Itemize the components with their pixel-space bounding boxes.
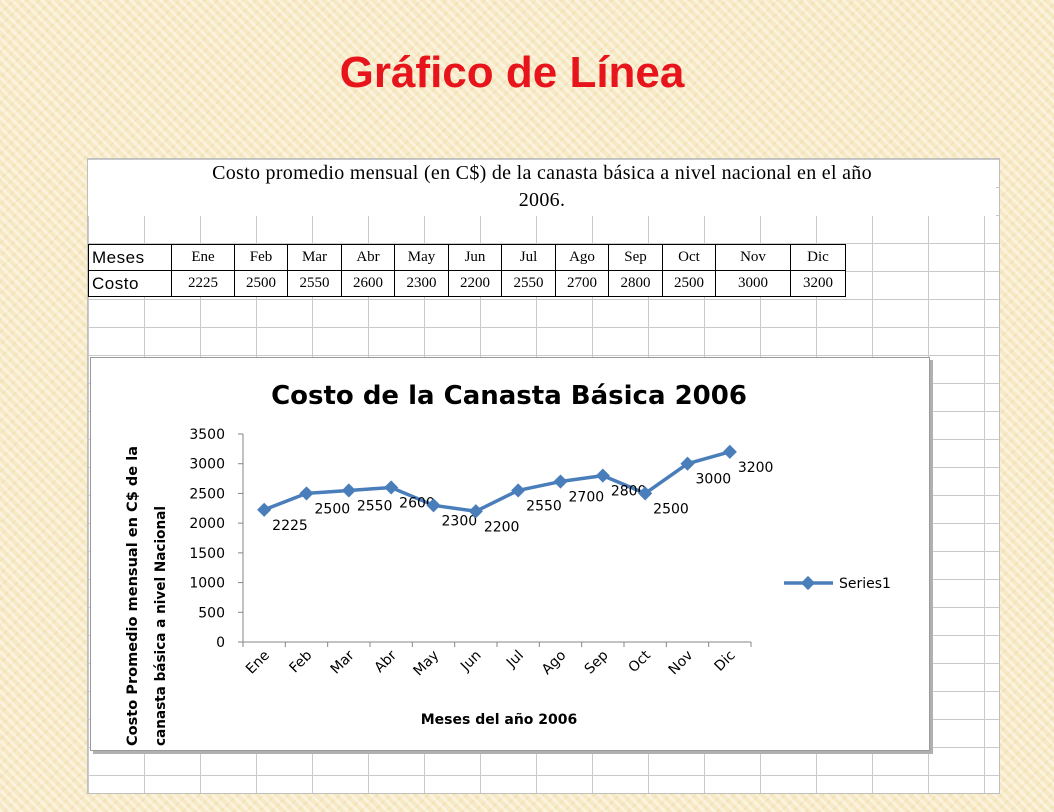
cost-cell: 3000 (715, 270, 791, 297)
x-tick-label: Feb (286, 647, 315, 676)
data-point (722, 444, 737, 459)
data-table: Meses Ene Feb Mar Abr May Jun Jul Ago Se… (88, 244, 846, 297)
cost-cell: 2800 (608, 270, 663, 297)
x-tick-label: Mar (328, 647, 358, 677)
month-cell: Ene (171, 244, 235, 271)
data-point (638, 486, 653, 501)
y-tick-label: 0 (216, 635, 225, 651)
x-tick-label: Oct (626, 647, 655, 676)
month-cell: Nov (715, 244, 791, 271)
cost-cell: 2300 (394, 270, 449, 297)
legend: Series1 (784, 575, 891, 592)
data-point (595, 468, 610, 483)
cost-cell: 2700 (555, 270, 609, 297)
data-label: 2225 (272, 518, 308, 534)
data-label: 2300 (442, 513, 478, 529)
x-tick-label: Jul (503, 648, 527, 672)
table-caption-line2: 2006. (518, 189, 566, 211)
y-tick-label: 3500 (189, 427, 225, 443)
y-tick-label: 2000 (189, 516, 225, 532)
y-tick-label: 500 (198, 605, 225, 621)
x-tick-label: Ene (243, 648, 273, 678)
month-cell: Abr (341, 244, 395, 271)
month-cell: Sep (608, 244, 663, 271)
month-cell: Jun (448, 244, 502, 271)
data-point (299, 486, 314, 501)
month-cell: Mar (287, 244, 342, 271)
data-point (511, 483, 526, 498)
month-cell: Dic (790, 244, 846, 271)
cost-cell: 2600 (341, 270, 395, 297)
data-label: 2550 (526, 498, 562, 514)
data-label: 2700 (569, 490, 605, 506)
data-label: 3200 (738, 460, 774, 476)
month-cell: Feb (234, 244, 288, 271)
row-header-months: Meses (88, 244, 172, 271)
data-point (257, 502, 272, 517)
data-point (384, 480, 399, 495)
month-cell: Oct (662, 244, 716, 271)
legend-marker (800, 575, 816, 591)
x-tick-label: Jun (457, 648, 484, 675)
month-cell: Jul (501, 244, 556, 271)
month-cell: Ago (555, 244, 609, 271)
row-header-cost: Costo (88, 270, 172, 297)
data-label: 2800 (611, 484, 647, 500)
data-label: 2200 (484, 519, 520, 535)
cost-cell: 2225 (171, 270, 235, 297)
data-point (468, 504, 483, 519)
data-label: 2500 (653, 501, 689, 517)
plot-area: 0 500 1000 1500 2000 2500 3000 3500 Ene Feb Mar Abr… (189, 427, 773, 679)
x-tick-label: May (411, 648, 443, 680)
y-axis-title: Costo Promedio mensual en C$ de la canas… (125, 446, 169, 746)
chart-title: Costo de la Canasta Básica 2006 (271, 381, 747, 411)
y-tick-label: 3000 (189, 457, 225, 473)
cost-cell: 2500 (662, 270, 716, 297)
y-tick-label: 1500 (189, 546, 225, 562)
slide-title: Gráfico de Línea (339, 48, 685, 97)
data-point (680, 456, 695, 471)
y-axis-title-line2: canasta básica a nivel Nacional (153, 506, 169, 746)
months-row: Meses Ene Feb Mar Abr May Jun Jul Ago Se… (88, 244, 846, 271)
series-line (263, 450, 731, 514)
y-axis-title-line1: Costo Promedio mensual en C$ de la (125, 446, 141, 746)
cost-cell: 2550 (287, 270, 342, 297)
table-caption-line1: Costo promedio mensual (en C$) de la can… (212, 162, 872, 184)
data-label: 2600 (399, 495, 435, 511)
x-tick-label: Sep (582, 647, 612, 677)
data-point (553, 474, 568, 489)
x-axis-title: Meses del año 2006 (421, 712, 578, 728)
cost-cell: 2500 (234, 270, 288, 297)
chart-svg: Costo de la Canasta Básica 2006 0 500 1000… (125, 381, 891, 746)
line-chart: Costo de la Canasta Básica 2006 0 500 1000… (90, 357, 930, 751)
y-tick-label: 2500 (189, 486, 225, 502)
cost-row: Costo 2225 2500 2550 2600 2300 2200 2550… (88, 270, 846, 297)
legend-label: Series1 (839, 576, 891, 592)
month-cell: May (394, 244, 449, 271)
x-tick-label: Ago (539, 648, 569, 678)
data-point (426, 498, 441, 513)
x-tick-label: Dic (712, 648, 739, 675)
x-tick-label: Nov (666, 648, 697, 679)
table-caption: Costo promedio mensual (en C$) de la can… (88, 160, 996, 216)
data-label: 3000 (696, 472, 732, 488)
x-tick-label: Abr (372, 647, 401, 676)
y-tick-label: 1000 (189, 576, 225, 592)
data-label: 2500 (315, 501, 351, 517)
data-label: 2550 (357, 498, 393, 514)
cost-cell: 2200 (448, 270, 502, 297)
data-point (341, 483, 356, 498)
cost-cell: 3200 (790, 270, 846, 297)
cost-cell: 2550 (501, 270, 556, 297)
